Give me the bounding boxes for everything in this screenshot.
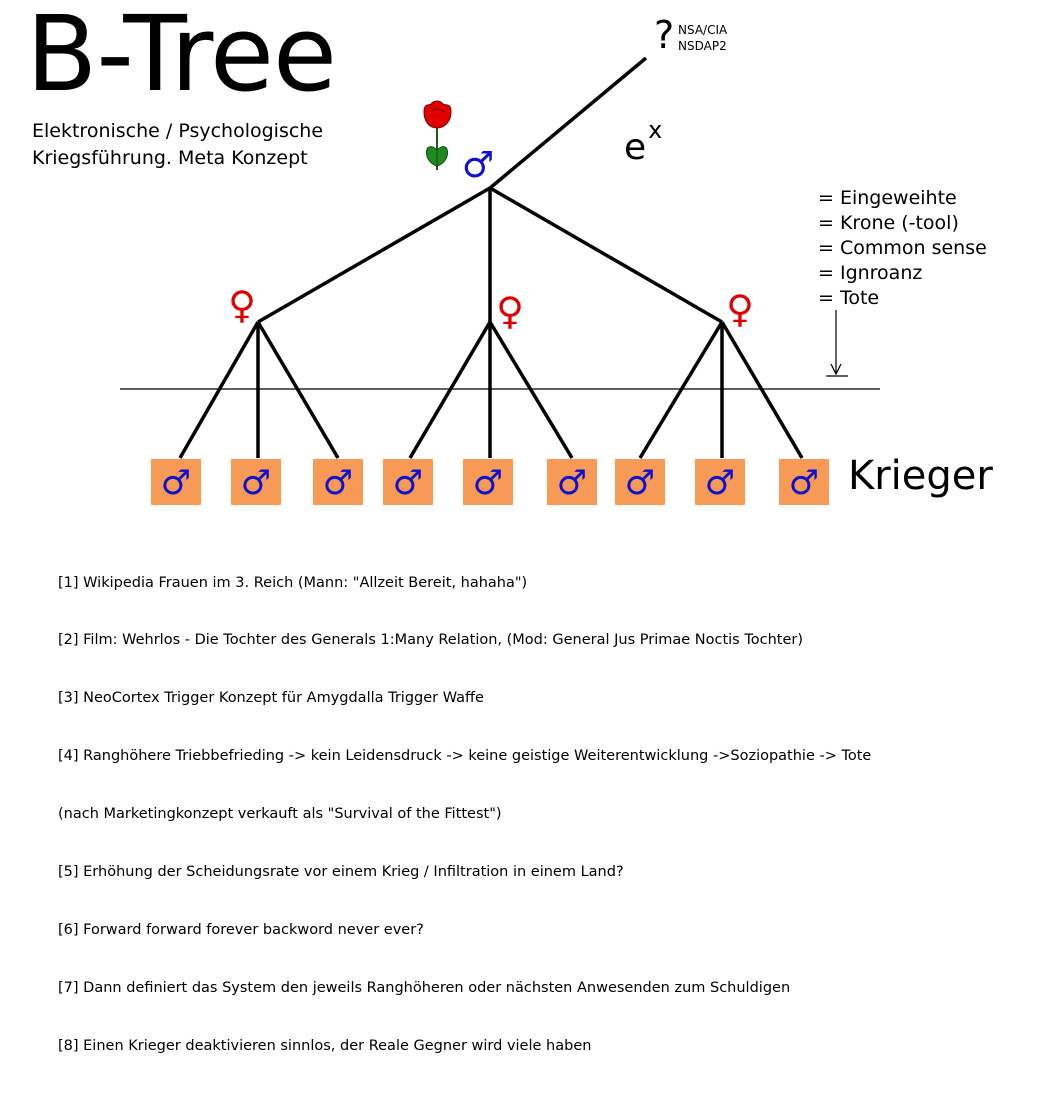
warrior-box-5 bbox=[463, 459, 513, 505]
subtitle-line-2: Kriegsführung. Meta Konzept bbox=[32, 147, 308, 169]
edge-root-woman-1 bbox=[257, 186, 491, 324]
warrior-male-symbol-1: ♂ bbox=[161, 463, 191, 503]
warrior-male-symbol-3: ♂ bbox=[323, 463, 353, 503]
edge-w1-k1 bbox=[178, 321, 260, 459]
diagram-stage: ♂ ♀ ♀ ♀ ♂ ♂ ♂ ♂ ♂ ♂ ♂ ♂ ♂ B-Tree Elektronische / Psy… bbox=[26, 0, 993, 1054]
warrior-male-symbol-4: ♂ bbox=[393, 463, 423, 503]
exponential-label: ex bbox=[624, 118, 662, 168]
note-7: [7] Dann definiert das System den jeweil… bbox=[58, 979, 791, 996]
note-6: [6] Forward forward forever backword nev… bbox=[58, 921, 424, 938]
note-5: [5] Erhöhung der Scheidungsrate vor eine… bbox=[58, 864, 624, 881]
warrior-box-1 bbox=[151, 459, 201, 505]
legend-item-4: = Ignroanz bbox=[818, 262, 923, 284]
question-mark: ? bbox=[654, 13, 675, 57]
note-8: [8] Einen Krieger deaktivieren sinnlos, … bbox=[58, 1037, 592, 1054]
legend-item-5: = Tote bbox=[818, 287, 880, 309]
edge-w3-k9 bbox=[720, 321, 804, 459]
rose-icon bbox=[423, 100, 452, 170]
tree-diagram: ♂ ♀ ♀ ♀ ♂ ♂ ♂ ♂ ♂ ♂ ♂ ♂ ♂ bbox=[120, 56, 880, 505]
note-4-continued: (nach Marketingkonzept verkauft als "Sur… bbox=[58, 806, 502, 823]
top-labels: NSA/CIA NSDAP2 bbox=[678, 22, 727, 54]
note-4: [4] Ranghöhere Triebbefrieding -> kein L… bbox=[58, 748, 872, 765]
female-symbol-1: ♀ bbox=[228, 283, 256, 327]
warrior-box-8 bbox=[695, 459, 745, 505]
arrow-down-icon bbox=[826, 310, 848, 377]
subtitle-line-1: Elektronische / Psychologische bbox=[32, 120, 324, 142]
warrior-box-2 bbox=[231, 459, 281, 505]
warrior-male-symbol-9: ♂ bbox=[789, 463, 819, 503]
legend: = Eingeweihte = Krone (-tool) = Common s… bbox=[818, 186, 987, 311]
warrior-box-7 bbox=[615, 459, 665, 505]
root-male-symbol: ♂ bbox=[462, 145, 494, 186]
warrior-male-symbol-6: ♂ bbox=[557, 463, 587, 503]
warrior-male-symbol-5: ♂ bbox=[473, 463, 503, 503]
note-2: [2] Film: Wehrlos - Die Tochter des Gene… bbox=[58, 632, 803, 649]
warrior-box-4 bbox=[383, 459, 433, 505]
notes-list: [1] Wikipedia Frauen im 3. Reich (Mann: … bbox=[58, 535, 871, 1095]
warrior-male-symbol-2: ♂ bbox=[241, 463, 271, 503]
edge-root-to-top bbox=[488, 56, 648, 190]
note-1: [1] Wikipedia Frauen im 3. Reich (Mann: … bbox=[58, 574, 528, 591]
warrior-box-9 bbox=[779, 459, 829, 505]
warrior-box-3 bbox=[313, 459, 363, 505]
warrior-box-6 bbox=[547, 459, 597, 505]
edge-w2-k4 bbox=[408, 321, 492, 459]
female-symbol-3: ♀ bbox=[726, 287, 754, 331]
page-title: B-Tree bbox=[26, 0, 337, 115]
legend-item-2: = Krone (-tool) bbox=[818, 212, 959, 234]
exp-base: e bbox=[624, 127, 647, 168]
note-3: [3] NeoCortex Trigger Konzept für Amygda… bbox=[58, 690, 484, 707]
exp-power: x bbox=[648, 116, 663, 144]
warrior-label: Krieger bbox=[848, 453, 993, 499]
edge-w1-k3 bbox=[256, 321, 340, 459]
warrior-male-symbol-7: ♂ bbox=[625, 463, 655, 503]
legend-item-1: = Eingeweihte bbox=[818, 187, 957, 209]
subtitle: Elektronische / Psychologische Kriegsfüh… bbox=[32, 118, 323, 172]
top-label-nsdap: NSDAP2 bbox=[678, 39, 727, 53]
edge-w3-k7 bbox=[638, 321, 724, 459]
top-label-nsa: NSA/CIA bbox=[678, 23, 728, 37]
warrior-male-symbol-8: ♂ bbox=[705, 463, 735, 503]
edge-w2-k6 bbox=[488, 321, 574, 459]
female-symbol-2: ♀ bbox=[496, 289, 524, 333]
edge-root-woman-3 bbox=[489, 186, 723, 324]
legend-item-3: = Common sense bbox=[818, 237, 987, 259]
